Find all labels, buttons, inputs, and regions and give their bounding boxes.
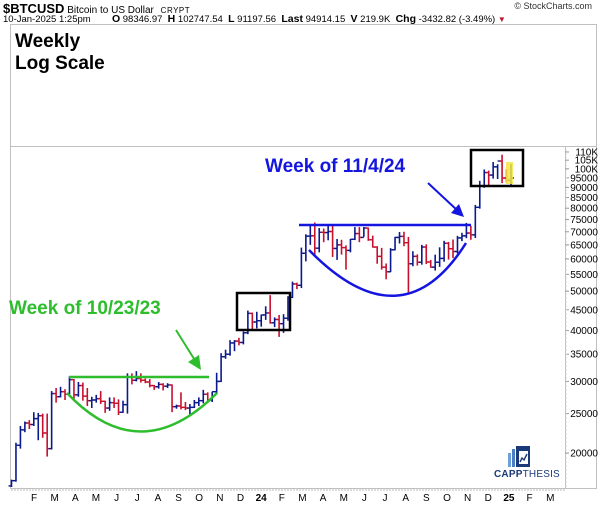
y-tick-label: 90000 [570, 183, 598, 194]
y-tick-label: 35000 [570, 350, 598, 361]
x-tick-label: J [362, 493, 367, 504]
ohlc-bars [8, 154, 514, 487]
x-tick-label: M [546, 493, 554, 504]
x-tick-label: F [279, 493, 285, 504]
high-value: 102747.54 [177, 14, 223, 25]
title-line-2: Log Scale [15, 53, 105, 74]
y-tick-label: 105K [575, 156, 599, 167]
change-label: Chg [395, 13, 416, 25]
x-tick-label: M [298, 493, 306, 504]
last-label: Last [281, 13, 303, 25]
x-tick-label: O [443, 493, 451, 504]
exchange: CRYPT [160, 6, 191, 15]
plot-area [10, 146, 597, 489]
low-label: L [228, 13, 235, 25]
x-tick-label: S [423, 493, 430, 504]
y-tick-label: 25000 [570, 409, 598, 420]
capp-thesis-logo: CAPPTHESIS [494, 443, 560, 483]
y-tick-label: 80000 [570, 204, 598, 215]
logo-mark-icon [508, 446, 530, 467]
x-tick-label: F [527, 493, 533, 504]
x-tick-label: N [464, 493, 471, 504]
last-value: 94914.15 [305, 14, 346, 25]
blue-annotation-label: Week of 11/4/24 [265, 156, 406, 177]
x-tick-label: 25 [503, 493, 515, 504]
y-tick-label: 65000 [570, 240, 598, 251]
x-tick-label: A [155, 493, 162, 504]
blue-arrow-head-icon [451, 204, 464, 217]
y-tick-label: 45000 [570, 305, 598, 316]
x-axis: F M A M J J A S O N D 24 F M A M J J A S O N D 25 F M [11, 489, 565, 504]
symbol[interactable]: $BTCUSD [3, 1, 65, 16]
chart-header-line1: $BTCUSD Bitcoin to US Dollar CRYPT [3, 1, 190, 16]
open-label: O [111, 13, 121, 25]
y-tick-label: 85000 [570, 193, 598, 204]
x-tick-label: M [340, 493, 348, 504]
x-tick-label: D [237, 493, 244, 504]
y-tick-label: 55000 [570, 270, 598, 281]
change-value: -3432.82 (-3.49%) [418, 14, 496, 25]
green-arrow-line [175, 329, 197, 363]
x-tick-label: J [135, 493, 140, 504]
consolidation-box-2024 [235, 291, 292, 332]
copyright[interactable]: © StockCharts.com [514, 1, 592, 11]
green-arrow-head-icon [188, 355, 201, 370]
x-tick-label: D [485, 493, 492, 504]
chart-title: Weekly Log Scale [15, 31, 105, 75]
low-value: 91197.56 [237, 14, 277, 25]
x-tick-label: F [31, 493, 37, 504]
high-label: H [167, 13, 176, 25]
y-tick-label: 95000 [570, 173, 598, 184]
down-arrow-icon: ▼ [497, 15, 506, 24]
x-tick-label: J [114, 493, 119, 504]
blue-cup-arc [308, 242, 468, 298]
y-tick-label: 75000 [570, 215, 598, 226]
x-tick-label: S [175, 493, 182, 504]
open-value: 98346.97 [122, 14, 163, 25]
x-tick-label: N [216, 493, 223, 504]
current-week-highlight [506, 162, 513, 184]
x-tick-label: M [50, 493, 58, 504]
x-tick-label: A [402, 493, 409, 504]
y-tick-label: 70000 [570, 227, 598, 238]
x-tick-label: A [320, 493, 327, 504]
x-tick-label: J [383, 493, 388, 504]
x-tick-label: M [92, 493, 100, 504]
volume-label: V [350, 13, 358, 25]
logo-text-bold: CAPP [494, 469, 523, 480]
y-tick-label: 110K [575, 147, 598, 158]
green-cup-arc [66, 392, 218, 433]
logo-text-regular: THESIS [522, 469, 560, 480]
y-tick-label: 20000 [570, 449, 598, 460]
y-axis: 110K105K100K9500090000850008000075000700… [565, 147, 598, 488]
x-tick-label: A [72, 493, 79, 504]
volume-value: 219.9K [360, 14, 391, 25]
title-line-1: Weekly [15, 31, 81, 52]
x-tick-label: O [195, 493, 203, 504]
y-tick-label: 60000 [570, 255, 598, 266]
green-annotation-label: Week of 10/23/23 [9, 298, 161, 319]
y-tick-label: 50000 [570, 287, 598, 298]
datetime: 10-Jan-2025 1:25pm [3, 14, 91, 25]
y-tick-label: 40000 [570, 326, 598, 337]
symbol-name: Bitcoin to US Dollar [67, 5, 154, 16]
chart-header-line2: 10-Jan-2025 1:25pm O 98346.97 H 102747.5… [3, 13, 506, 25]
x-tick-label: 24 [256, 493, 268, 504]
consolidation-box-2025 [469, 148, 525, 188]
y-tick-label: 100K [575, 164, 599, 175]
y-tick-label: 30000 [570, 377, 598, 388]
blue-arrow-line [427, 182, 459, 212]
